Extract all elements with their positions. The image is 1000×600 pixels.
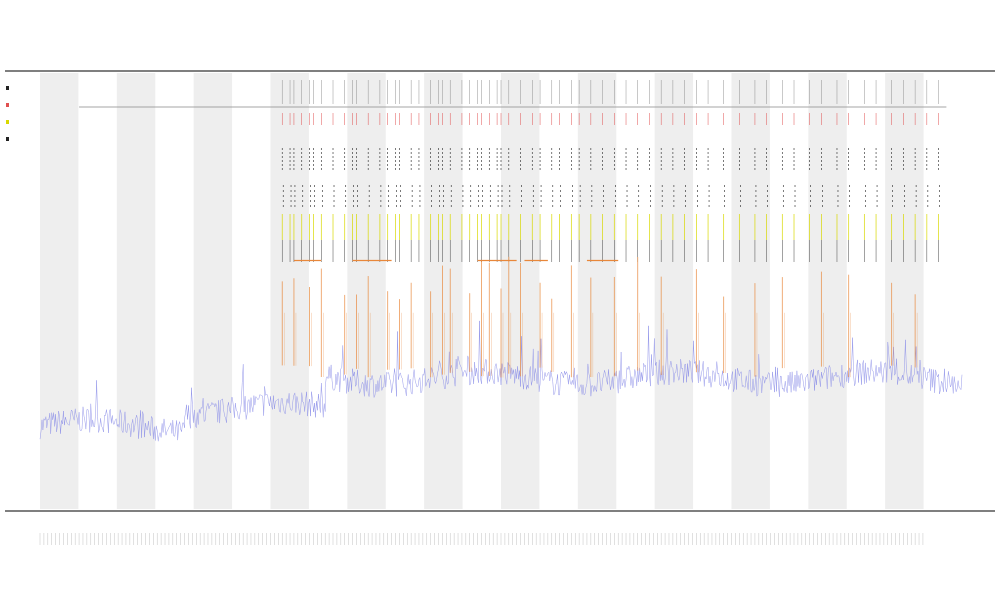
band-5 xyxy=(424,73,463,509)
legend-swatch-0 xyxy=(6,86,9,90)
band-4 xyxy=(347,73,386,509)
band-7 xyxy=(577,73,617,509)
band-8 xyxy=(654,73,694,509)
legend xyxy=(6,86,9,141)
band-10 xyxy=(808,73,847,509)
x-tick-labels xyxy=(39,533,924,545)
plot-lines xyxy=(39,80,963,442)
legend-swatch-1 xyxy=(6,103,9,107)
band-1 xyxy=(116,73,156,509)
band-2 xyxy=(193,73,233,509)
band-11 xyxy=(885,73,924,509)
band-3 xyxy=(270,73,309,509)
band-9 xyxy=(731,73,770,509)
legend-swatch-3 xyxy=(6,137,9,141)
legend-swatch-2 xyxy=(6,120,9,124)
blue-series xyxy=(39,320,963,442)
band-0 xyxy=(40,73,79,509)
